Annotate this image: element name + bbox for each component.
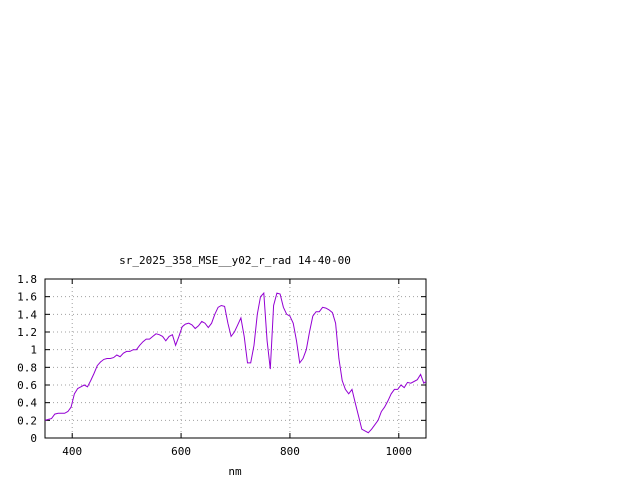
chart-title: sr_2025_358_MSE__y02_r_rad 14-40-00: [119, 254, 351, 267]
x-axis-label: nm: [228, 465, 242, 478]
y-tick-label: 0.4: [17, 397, 37, 410]
y-tick-label: 1.6: [17, 291, 37, 304]
y-tick-label: 1.8: [17, 273, 37, 286]
y-tick-label: 1.4: [17, 308, 37, 321]
x-tick-label: 400: [62, 445, 82, 458]
plot-frame: [44, 278, 427, 439]
x-tick-label: 800: [280, 445, 300, 458]
grid: [45, 279, 426, 438]
ticks: 0 0.2 0.4 0.6 0.8 1 1.2 1.4 1.6 1.8 400 600 800 1000: [17, 273, 426, 458]
y-tick-label: 0.2: [17, 414, 37, 427]
x-tick-label: 600: [171, 445, 191, 458]
y-tick-label: 0: [30, 432, 37, 445]
x-tick-label: 1000: [386, 445, 413, 458]
y-tick-label: 1.2: [17, 326, 37, 339]
y-tick-label: 0.6: [17, 379, 37, 392]
series-line: [44, 291, 427, 434]
y-tick-label: 1: [30, 344, 37, 357]
y-tick-label: 0.8: [17, 361, 37, 374]
